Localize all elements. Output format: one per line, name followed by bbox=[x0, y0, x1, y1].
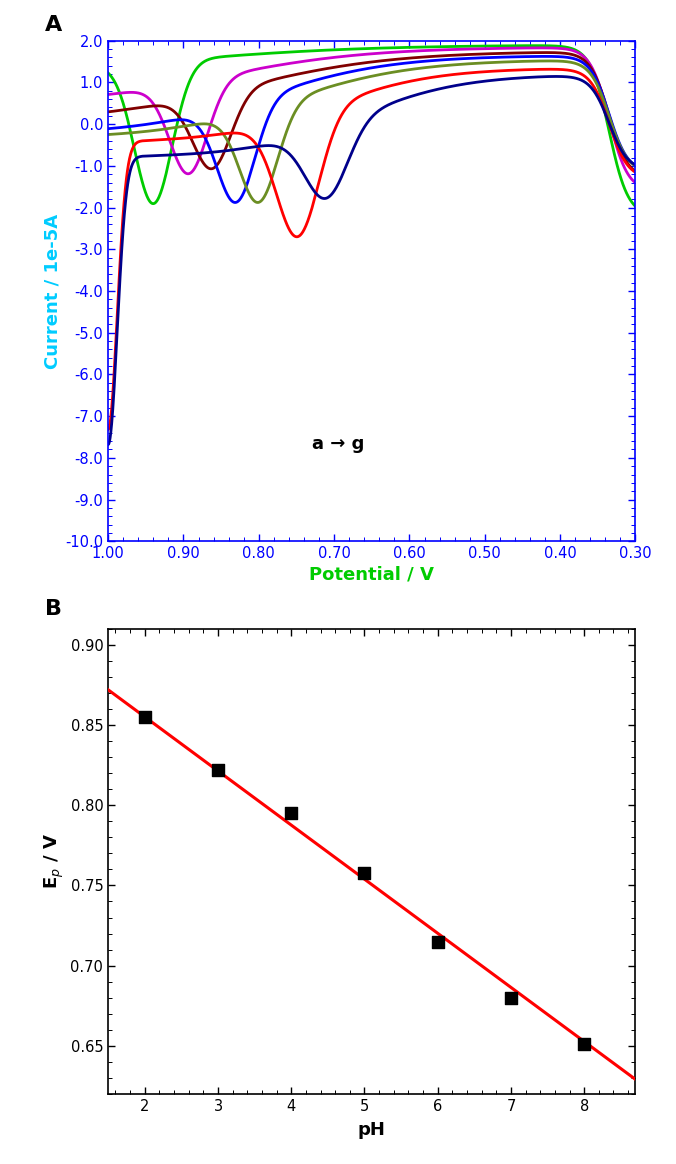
Point bbox=[506, 988, 516, 1007]
Y-axis label: Current / 1e-5A: Current / 1e-5A bbox=[43, 213, 61, 369]
X-axis label: Potential / V: Potential / V bbox=[310, 566, 434, 583]
Point bbox=[359, 864, 370, 882]
Text: a → g: a → g bbox=[312, 435, 364, 454]
Text: B: B bbox=[45, 598, 62, 618]
Y-axis label: E$_{p}$ / V: E$_{p}$ / V bbox=[43, 833, 66, 889]
X-axis label: pH: pH bbox=[358, 1121, 386, 1138]
Point bbox=[579, 1035, 589, 1053]
Point bbox=[139, 708, 150, 726]
Point bbox=[433, 932, 443, 951]
Point bbox=[286, 804, 297, 823]
Point bbox=[212, 760, 223, 779]
Text: A: A bbox=[45, 15, 62, 35]
